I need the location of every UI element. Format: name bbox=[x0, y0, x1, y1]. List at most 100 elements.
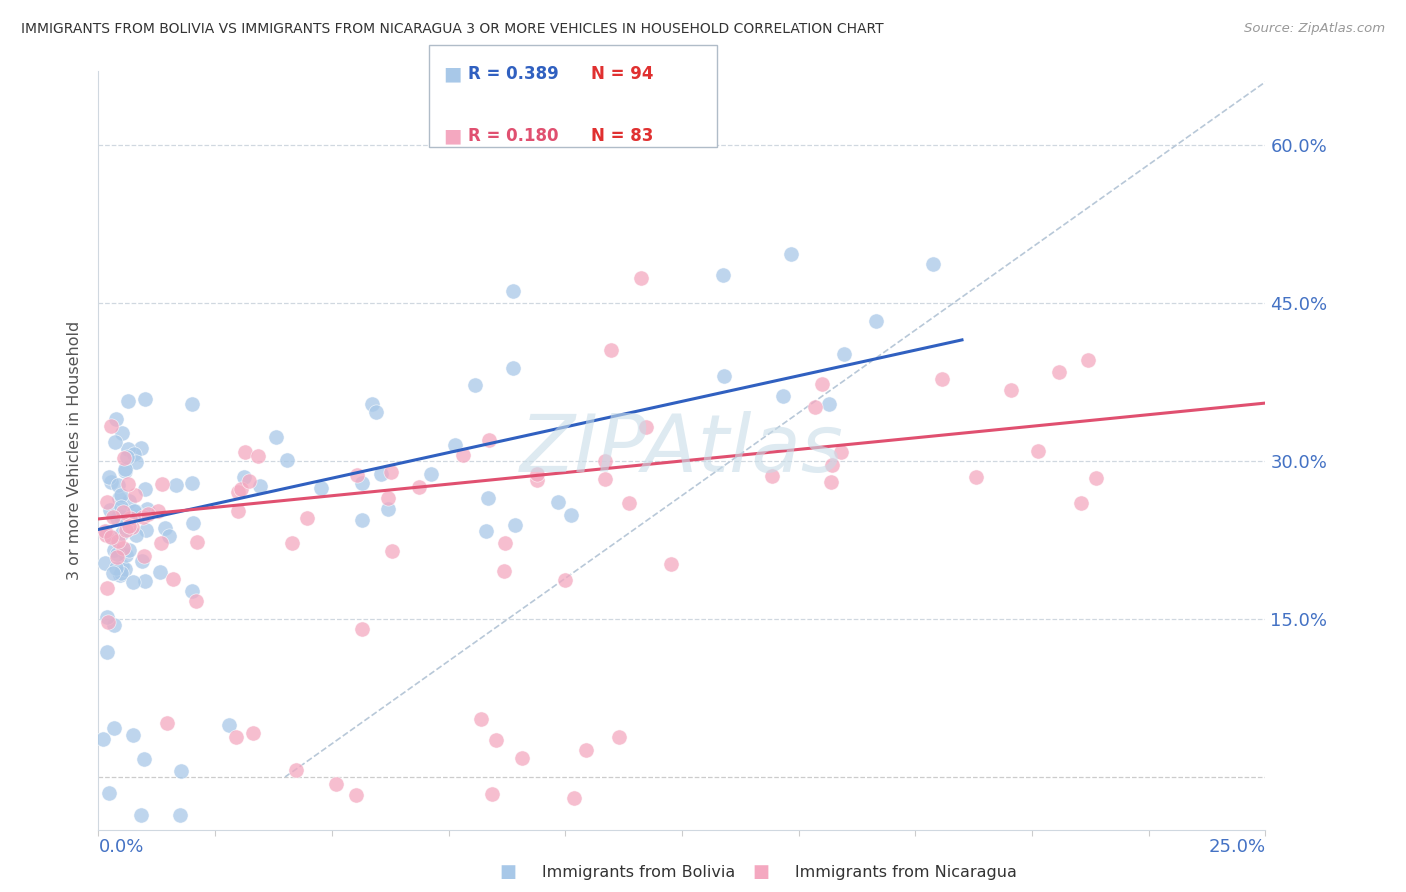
Point bbox=[485, 733, 508, 747]
Point bbox=[98, 469, 121, 483]
Point bbox=[111, 541, 134, 555]
Point bbox=[100, 530, 122, 544]
Point bbox=[121, 728, 143, 742]
Text: Source: ZipAtlas.com: Source: ZipAtlas.com bbox=[1244, 22, 1385, 36]
Point bbox=[153, 521, 176, 535]
Point bbox=[100, 530, 122, 544]
Point bbox=[1047, 365, 1070, 379]
Point bbox=[135, 502, 157, 516]
Point bbox=[117, 393, 139, 408]
Point bbox=[115, 523, 138, 537]
Point bbox=[246, 449, 269, 463]
Point bbox=[377, 491, 399, 505]
Point bbox=[593, 454, 616, 468]
Point bbox=[96, 645, 118, 659]
Point bbox=[122, 447, 145, 461]
Point bbox=[97, 615, 120, 629]
Point bbox=[295, 511, 318, 525]
Point bbox=[821, 458, 844, 472]
Point bbox=[170, 764, 193, 779]
Point bbox=[419, 467, 441, 482]
Point bbox=[408, 480, 430, 494]
Point bbox=[117, 442, 139, 457]
Point bbox=[659, 557, 682, 571]
Point bbox=[105, 547, 128, 561]
Point bbox=[157, 529, 180, 543]
Point bbox=[1026, 444, 1049, 458]
Point bbox=[94, 556, 117, 570]
Point bbox=[129, 441, 152, 455]
Point bbox=[162, 572, 184, 586]
Point bbox=[481, 787, 503, 801]
Point bbox=[149, 565, 172, 579]
Point bbox=[96, 524, 118, 539]
Point bbox=[344, 788, 367, 802]
Point bbox=[361, 397, 384, 411]
Point bbox=[502, 361, 524, 376]
Point bbox=[124, 488, 146, 502]
Point bbox=[136, 508, 159, 522]
Point bbox=[110, 566, 132, 580]
Point bbox=[350, 475, 373, 490]
Point bbox=[309, 481, 332, 495]
Point bbox=[562, 791, 585, 805]
Point bbox=[607, 730, 630, 744]
Point bbox=[101, 566, 124, 580]
Point bbox=[180, 584, 202, 599]
Point bbox=[107, 534, 129, 549]
Point bbox=[1070, 495, 1092, 509]
Point bbox=[1000, 383, 1022, 397]
Point bbox=[134, 482, 156, 496]
Point bbox=[503, 517, 526, 532]
Point bbox=[125, 527, 148, 541]
Point bbox=[238, 474, 260, 488]
Point bbox=[381, 544, 404, 558]
Point bbox=[98, 786, 121, 800]
Point bbox=[218, 718, 240, 732]
Point bbox=[110, 500, 132, 514]
Point bbox=[711, 268, 734, 282]
Point bbox=[346, 467, 368, 482]
Text: ■: ■ bbox=[443, 64, 461, 84]
Point bbox=[180, 397, 202, 411]
Point bbox=[276, 453, 298, 467]
Point bbox=[114, 462, 136, 476]
Point bbox=[502, 284, 524, 298]
Point bbox=[370, 467, 392, 482]
Point bbox=[135, 523, 157, 537]
Point bbox=[228, 484, 250, 499]
Point bbox=[112, 505, 135, 519]
Point bbox=[150, 536, 173, 550]
Point bbox=[121, 519, 143, 533]
Point bbox=[114, 464, 136, 478]
Point bbox=[100, 475, 122, 489]
Point bbox=[1085, 471, 1108, 485]
Point bbox=[380, 465, 402, 479]
Point bbox=[111, 526, 134, 541]
Text: R = 0.389: R = 0.389 bbox=[468, 65, 560, 83]
Point bbox=[105, 550, 128, 565]
Point bbox=[96, 610, 118, 624]
Point bbox=[114, 562, 136, 576]
Point bbox=[169, 808, 191, 822]
Point bbox=[156, 716, 179, 731]
Text: IMMIGRANTS FROM BOLIVIA VS IMMIGRANTS FROM NICARAGUA 3 OR MORE VEHICLES IN HOUSE: IMMIGRANTS FROM BOLIVIA VS IMMIGRANTS FR… bbox=[21, 22, 884, 37]
Point bbox=[761, 468, 783, 483]
Point bbox=[107, 477, 129, 491]
Point bbox=[134, 392, 156, 406]
Text: R = 0.180: R = 0.180 bbox=[468, 127, 558, 145]
Point bbox=[830, 444, 852, 458]
Point bbox=[636, 420, 658, 434]
Point bbox=[103, 543, 125, 558]
Point bbox=[94, 528, 117, 542]
Point bbox=[108, 568, 131, 582]
Point bbox=[105, 511, 128, 525]
Point bbox=[478, 434, 501, 448]
Point bbox=[134, 574, 156, 589]
Point bbox=[165, 478, 187, 492]
Point bbox=[132, 752, 155, 766]
Point bbox=[264, 430, 287, 444]
Point bbox=[108, 491, 131, 505]
Point bbox=[242, 725, 264, 739]
Point bbox=[804, 400, 827, 414]
